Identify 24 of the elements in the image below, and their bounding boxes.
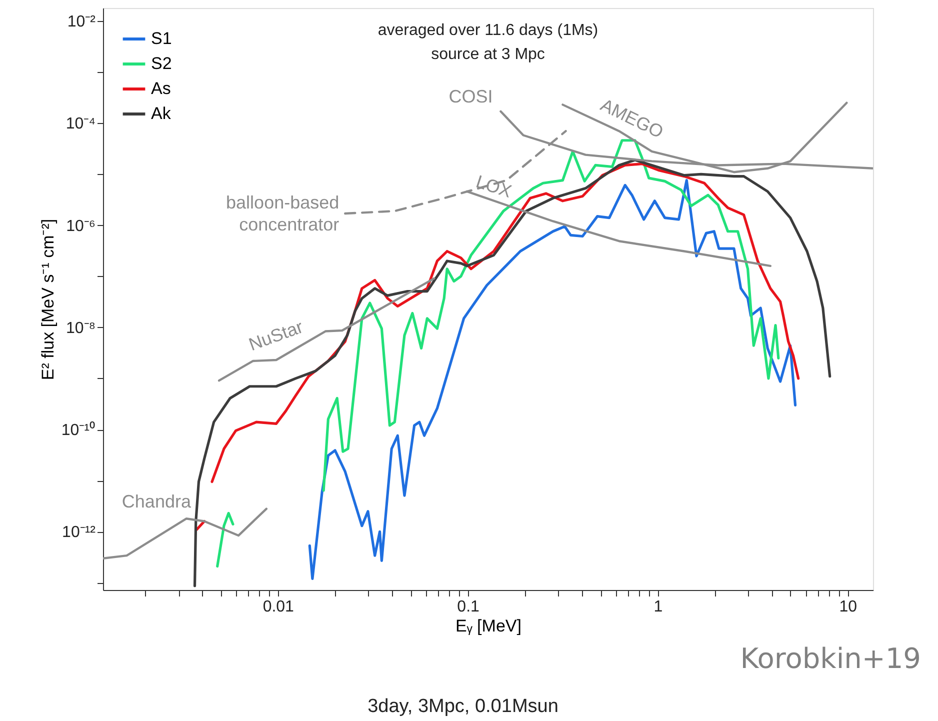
legend-label: S2 — [151, 54, 172, 73]
annotation: averaged over 11.6 days (1Ms) — [378, 22, 598, 39]
annotation: source at 3 Mpc — [431, 46, 545, 63]
legend-label: As — [151, 79, 171, 98]
x-tick-label: 10 — [839, 598, 858, 616]
y-tick-label: 10⁻² — [67, 14, 96, 31]
legend-label: Ak — [151, 104, 172, 123]
series-label: COSI — [448, 86, 493, 106]
text: 3day, 3Mpc, 0.01Msun — [368, 696, 558, 717]
text: Korobkin+19 — [740, 642, 921, 675]
y-tick-label: 10⁻⁸ — [66, 320, 96, 337]
text: NuStar — [246, 316, 306, 355]
x-tick-label: 0.01 — [262, 598, 294, 616]
x-tick-label: 1 — [654, 598, 663, 616]
legend-label: S1 — [151, 29, 172, 48]
y-tick-label: 10⁻¹⁰ — [61, 421, 96, 440]
y-tick-label: 10⁻¹² — [62, 524, 96, 542]
x-tick-label: 0.1 — [457, 598, 480, 616]
series-label: balloon-based concentrator — [226, 192, 340, 235]
x-axis-title: Eᵧ [MeV] — [456, 616, 522, 636]
y-tick-label: 10⁻⁶ — [66, 218, 96, 235]
y-axis-title: E² flux [MeV s⁻¹ cm⁻²] — [38, 218, 58, 380]
y-tick-label: 10⁻⁴ — [66, 116, 96, 133]
series-label: Chandra — [122, 492, 192, 512]
